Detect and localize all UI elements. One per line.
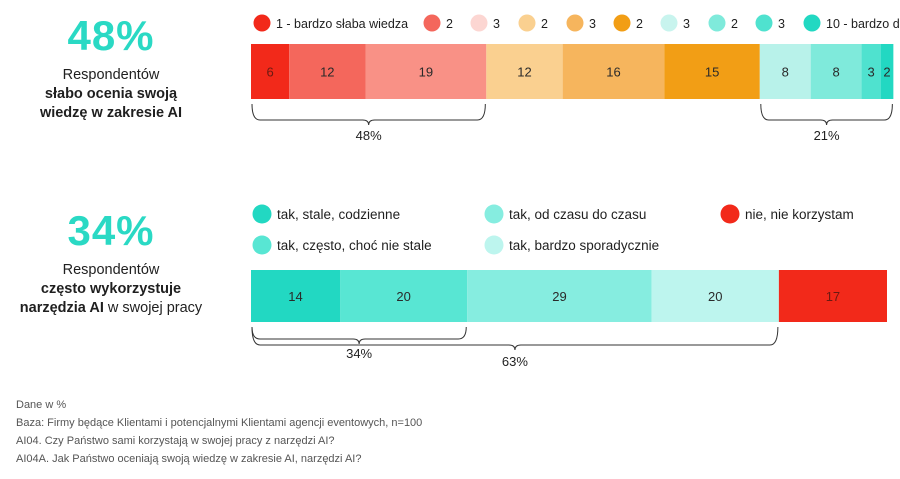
chart2-bar-label-5: 17 bbox=[826, 289, 840, 304]
chart1-bar-segment-9 bbox=[861, 44, 881, 99]
chart1-bar-segment-8 bbox=[810, 44, 862, 99]
chart1-bracket-2 bbox=[760, 103, 893, 126]
chart1-bracket-label-1: 48% bbox=[356, 128, 382, 143]
chart2-legend-marker-2 bbox=[484, 204, 504, 224]
chart2-legend-label-4: tak, często, choć nie stale bbox=[277, 238, 432, 253]
chart2-legend-label-1: tak, stale, codzienne bbox=[277, 207, 400, 222]
chart1-bar-segment-5 bbox=[562, 44, 665, 99]
kpi-usage-line3-normal: w swojej pracy bbox=[103, 300, 203, 316]
chart1-bar-label-3: 19 bbox=[419, 65, 433, 80]
chart1-bar-label-9: 3 bbox=[867, 65, 874, 80]
chart1-bar-segment-6 bbox=[664, 44, 760, 99]
chart2-bar-label-1: 14 bbox=[288, 289, 302, 304]
chart2-bar-label-2: 20 bbox=[396, 289, 410, 304]
chart1-legend-label-4: 2 bbox=[541, 17, 548, 31]
kpi-usage-line1: Respondentów bbox=[62, 262, 160, 278]
chart1-legend-marker-8 bbox=[708, 14, 726, 32]
chart1-legend-marker-5 bbox=[566, 14, 584, 32]
chart2-legend-label-3: nie, nie korzystam bbox=[745, 207, 854, 222]
chart2-bar-segment-1 bbox=[251, 270, 341, 322]
chart2-bracket-label-1: 34% bbox=[346, 346, 372, 361]
chart2-bar-segment-3 bbox=[467, 270, 652, 322]
chart1-legend-label-7: 3 bbox=[683, 17, 690, 31]
stacked-bar-charts: 6 12 19 12 16 15 8 8 3 248% 21%1 - bardzo słaba wi… bbox=[251, 14, 900, 369]
chart1-legend-label-2: 2 bbox=[446, 17, 453, 31]
chart2-bar-label-4: 20 bbox=[708, 289, 722, 304]
chart1-legend-marker-3 bbox=[470, 14, 488, 32]
kpi-knowledge-line3: wiedzę w zakresie AI bbox=[39, 105, 183, 121]
kpi-usage: 34% Respondentów często wykorzystuje nar… bbox=[0, 207, 222, 318]
chart1-legend-marker-2 bbox=[423, 14, 441, 32]
chart1-legend-label-8: 2 bbox=[731, 17, 738, 31]
chart1-legend-marker-7 bbox=[660, 14, 678, 32]
kpi-usage-caption: Respondentów często wykorzystuje narzędz… bbox=[0, 261, 222, 318]
chart1-legend-marker-4 bbox=[518, 14, 536, 32]
chart2-bar-segment-2 bbox=[340, 270, 468, 322]
kpi-knowledge: 48% Respondentów słabo ocenia swoją wied… bbox=[0, 12, 222, 123]
kpi-usage-value: 34% bbox=[67, 207, 155, 254]
kpi-usage-line2: często wykorzystuje bbox=[40, 281, 182, 297]
chart1-legend-label-10: 10 - bardzo dobra wiedza bbox=[826, 17, 900, 31]
chart1-bar-segment-3 bbox=[365, 44, 487, 99]
chart1-legend-label-6: 2 bbox=[636, 17, 643, 31]
footnote-data-unit: Dane w % bbox=[16, 399, 67, 411]
footnote-base: Baza: Firmy będące Klientami i potencjal… bbox=[16, 417, 423, 429]
chart1-bar-segment-1 bbox=[251, 44, 290, 99]
chart1-legend-label-3: 3 bbox=[493, 17, 500, 31]
chart1-bar-segment-7 bbox=[759, 44, 811, 99]
chart1-bracket-label-2: 21% bbox=[814, 128, 840, 143]
kpi-usage-line3-bold: narzędzia AI bbox=[19, 300, 104, 316]
chart2-legend-label-2: tak, od czasu do czasu bbox=[509, 207, 646, 222]
chart1-bar-label-8: 8 bbox=[833, 65, 840, 80]
chart1-legend-marker-6 bbox=[613, 14, 631, 32]
kpi-knowledge-line2: słabo ocenia swoją bbox=[44, 86, 178, 102]
chart1-legend-label-1: 1 - bardzo słaba wiedza bbox=[276, 17, 408, 31]
chart1-bar-label-7: 8 bbox=[782, 65, 789, 80]
chart2-bracket-label-2: 63% bbox=[502, 354, 528, 369]
chart1-bar-segment-10 bbox=[880, 44, 894, 99]
chart1-bracket-1 bbox=[251, 103, 486, 126]
chart1-legend-marker-10 bbox=[803, 14, 821, 32]
kpi-knowledge-value: 48% bbox=[67, 12, 155, 59]
kpi-knowledge-line1: Respondentów bbox=[62, 67, 160, 83]
chart1-legend-label-5: 3 bbox=[589, 17, 596, 31]
chart2-bar-label-3: 29 bbox=[552, 289, 566, 304]
chart1-legend-label-9: 3 bbox=[778, 17, 785, 31]
chart1-bar-label-6: 15 bbox=[705, 65, 719, 80]
chart2-bar-segment-4 bbox=[651, 270, 779, 322]
chart1-legend-marker-9 bbox=[755, 14, 773, 32]
chart2-legend-marker-5 bbox=[484, 235, 504, 255]
chart1-bar-label-10: 2 bbox=[883, 65, 890, 80]
chart2-bracket-1 bbox=[251, 326, 467, 345]
chart1-bar-segment-2 bbox=[289, 44, 366, 99]
chart2-bar-segment-5 bbox=[778, 270, 887, 322]
chart2-bracket-2 bbox=[251, 326, 779, 351]
chart1-bar-segment-4 bbox=[486, 44, 563, 99]
chart2-legend-marker-1 bbox=[252, 204, 272, 224]
kpi-knowledge-caption: Respondentów słabo ocenia swoją wiedzę w… bbox=[0, 66, 222, 123]
chart2-legend-marker-4 bbox=[252, 235, 272, 255]
chart1-bar-label-1: 6 bbox=[266, 65, 273, 80]
chart2-legend-marker-3 bbox=[720, 204, 740, 224]
footnote-question-ai04: AI04. Czy Państwo sami korzystają w swoj… bbox=[16, 435, 335, 447]
chart1-legend-marker-1 bbox=[253, 14, 271, 32]
chart2-legend-label-5: tak, bardzo sporadycznie bbox=[509, 238, 659, 253]
footnote-question-ai04a: AI04A. Jak Państwo oceniają swoją wiedzę… bbox=[16, 453, 362, 465]
chart1-bar-label-2: 12 bbox=[320, 65, 334, 80]
chart1-bar-label-5: 16 bbox=[606, 65, 620, 80]
footnotes: Dane w % Baza: Firmy będące Klientami i … bbox=[16, 396, 422, 468]
chart1-bar-label-4: 12 bbox=[517, 65, 531, 80]
